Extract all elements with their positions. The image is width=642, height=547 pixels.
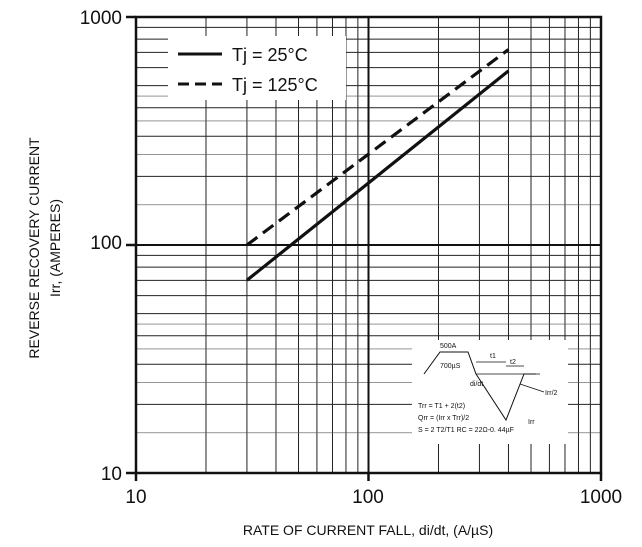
- legend-background: [168, 36, 346, 100]
- inset-label-500a: 500A: [440, 343, 457, 350]
- inset-label-didt: di/dt: [470, 381, 483, 388]
- inset-label-t2: t2: [510, 359, 516, 366]
- series-line-125c: [245, 48, 510, 247]
- y-tick-label-1000: 1000: [80, 8, 122, 29]
- x-axis-label: RATE OF CURRENT FALL, di/dt, (A/µS): [243, 522, 493, 538]
- inset-background: [412, 340, 568, 444]
- inset-waveform: 500A 700µS t1 t2 di/dt Irr/2 Irr Trr = T…: [412, 340, 568, 444]
- legend: Tj = 25°C Tj = 125°C: [168, 36, 346, 100]
- inset-label-irr2: Irr/2: [545, 390, 558, 397]
- inset-label-t1: t1: [490, 353, 496, 360]
- inset-formula-qrr: Qrr = (Irr x Trr)/2: [418, 415, 469, 422]
- y-tick-label-100: 100: [90, 233, 122, 254]
- inset-formula-trr: Trr = T1 + 2(t2): [418, 403, 465, 410]
- legend-label-125c: Tj = 125°C: [232, 75, 318, 95]
- y-axis-label-line1: REVERSE RECOVERY CURRENT: [26, 137, 42, 359]
- y-tick-label-10: 10: [101, 464, 122, 485]
- inset-irr2-leader: [519, 383, 545, 393]
- series-line-25c: [245, 69, 510, 282]
- inset-label-irr: Irr: [528, 419, 535, 426]
- series-layer: [245, 48, 510, 282]
- legend-label-25c: Tj = 25°C: [232, 45, 308, 65]
- y-axis-label-line2: Irr, (AMPERES): [47, 199, 63, 297]
- axis-ticks: [126, 15, 603, 481]
- inset-formula-s: S = 2 T2/T1 RC = 22Ω-0. 44µF: [418, 427, 514, 434]
- x-tick-label-1000: 1000: [580, 487, 622, 508]
- inset-label-700us: 700µS: [440, 363, 461, 370]
- x-tick-label-100: 100: [352, 487, 384, 508]
- x-tick-label-10: 10: [125, 487, 146, 508]
